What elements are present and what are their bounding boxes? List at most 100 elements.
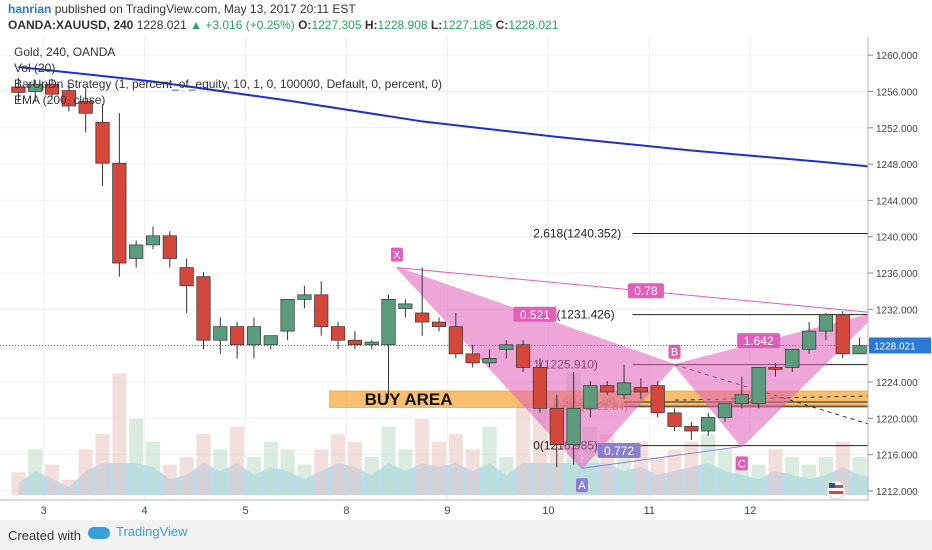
- candle-body[interactable]: [667, 412, 682, 427]
- volume-bar: [431, 441, 447, 495]
- pattern-ratio-label: 0.521: [520, 308, 550, 322]
- pattern-point-badge: [576, 478, 588, 493]
- volume-bar: [482, 426, 497, 495]
- candle-body[interactable]: [802, 330, 817, 350]
- candle-body[interactable]: [684, 426, 699, 432]
- tradingview-link[interactable]: TradingView: [88, 524, 188, 539]
- candle-body[interactable]: [78, 101, 93, 114]
- volume-bar: [398, 449, 413, 495]
- candle-body[interactable]: [213, 326, 228, 341]
- candle-body[interactable]: [583, 385, 598, 409]
- pattern-point-b[interactable]: B: [668, 344, 681, 359]
- candle-body[interactable]: [364, 341, 379, 346]
- high-value: 1228.908: [377, 18, 428, 32]
- high-label: H:: [364, 18, 378, 32]
- candle-body[interactable]: [95, 121, 110, 164]
- candle-body[interactable]: [499, 344, 514, 350]
- volume-bar: [162, 464, 177, 495]
- candle-body[interactable]: [734, 394, 749, 405]
- tradingview-cloud-icon: [88, 526, 110, 539]
- candle-body[interactable]: [196, 276, 211, 341]
- candle-body[interactable]: [112, 162, 127, 264]
- price-chart[interactable]: BUY AREA2.618(1240.352).618(1231.426)1(1…: [0, 36, 932, 520]
- candle-body[interactable]: [129, 244, 144, 259]
- candle-body[interactable]: [162, 235, 177, 259]
- candle-body[interactable]: [616, 382, 632, 396]
- candle-body[interactable]: [852, 345, 867, 355]
- candle-body[interactable]: [145, 235, 161, 246]
- pattern-point-x[interactable]: X: [390, 247, 403, 262]
- candle-body[interactable]: [717, 403, 733, 418]
- candle-body[interactable]: [549, 407, 564, 445]
- author-name[interactable]: hanrian: [8, 2, 52, 16]
- candle-body[interactable]: [516, 344, 531, 368]
- candle-body[interactable]: [768, 367, 783, 370]
- candle-body[interactable]: [347, 339, 362, 346]
- volume-bar: [415, 419, 430, 495]
- candle-body[interactable]: [246, 326, 262, 346]
- candle-body[interactable]: [566, 407, 581, 445]
- legend-strategy[interactable]: BarUpDn Strategy (1, percent_of_equity, …: [14, 77, 443, 91]
- us-flag-icon[interactable]: [826, 480, 846, 500]
- candle-body[interactable]: [818, 314, 834, 332]
- candle-body[interactable]: [230, 326, 245, 346]
- candle-body[interactable]: [381, 299, 396, 346]
- candle-body[interactable]: [633, 387, 648, 393]
- pattern-point-a[interactable]: A: [576, 478, 588, 493]
- candle-body[interactable]: [28, 83, 43, 92]
- pattern-ratio-badge: [627, 283, 664, 299]
- candle-body[interactable]: [600, 385, 615, 393]
- volume-bar: [297, 464, 312, 495]
- close-label: C:: [495, 18, 509, 32]
- pattern-point-label: C: [738, 458, 746, 470]
- candle-body[interactable]: [650, 385, 665, 414]
- pattern-ratio[interactable]: 1.642: [737, 333, 781, 349]
- legend-ema[interactable]: EMA (200, close): [14, 93, 106, 107]
- pattern-ratio[interactable]: 0.521: [513, 306, 557, 322]
- volume-bar: [684, 441, 699, 495]
- candle-body[interactable]: [448, 326, 463, 355]
- candle-body[interactable]: [297, 294, 312, 300]
- candle-body[interactable]: [415, 312, 430, 323]
- price-tick-label: 1248.000: [876, 160, 918, 171]
- volume-bar: [230, 426, 245, 495]
- low-label: L:: [430, 18, 443, 32]
- ema-line[interactable]: [18, 65, 911, 172]
- pattern-point-c[interactable]: C: [735, 456, 748, 471]
- candle-body[interactable]: [263, 335, 278, 346]
- candle-body[interactable]: [482, 358, 497, 364]
- legend-title[interactable]: Gold, 240, OANDA: [14, 45, 116, 59]
- candle-body[interactable]: [179, 267, 194, 287]
- candle-body[interactable]: [44, 83, 60, 95]
- flag-canton: [829, 483, 835, 488]
- candle-body[interactable]: [785, 348, 800, 368]
- tradingview-brand: TradingView: [116, 524, 188, 539]
- candle-body[interactable]: [751, 367, 766, 405]
- change-value: +3.016 (+0.25%): [205, 18, 295, 32]
- price-tick-label: 1212.000: [876, 487, 918, 498]
- candle-body[interactable]: [11, 86, 26, 93]
- pattern-ac-line: [581, 445, 742, 469]
- quote-line: OANDA:XAUUSD, 240 1228.021 ▲ +3.016 (+0.…: [8, 18, 558, 32]
- candle-body[interactable]: [835, 314, 850, 355]
- candle-body[interactable]: [280, 299, 295, 332]
- pattern-ratio[interactable]: 0.78: [627, 283, 664, 299]
- candle-body[interactable]: [314, 294, 329, 327]
- candle-body[interactable]: [532, 367, 548, 409]
- candle-body[interactable]: [61, 90, 76, 107]
- candle-body[interactable]: [465, 353, 480, 364]
- candle-body[interactable]: [431, 321, 447, 327]
- legend-volume[interactable]: Vol (20): [14, 61, 56, 75]
- price-tick-label: 1244.000: [876, 196, 918, 207]
- candle-body[interactable]: [701, 417, 716, 432]
- volume-bar: [785, 457, 800, 495]
- volume-bar: [616, 449, 632, 495]
- candle-body[interactable]: [330, 326, 346, 341]
- pattern-ratio-badge: [597, 442, 641, 458]
- pattern-ratio[interactable]: 0.772: [597, 442, 641, 458]
- candle-body[interactable]: [398, 303, 413, 309]
- flag-stripe: [829, 491, 843, 494]
- pattern-ratio-label: 0.772: [604, 444, 634, 458]
- chart-header: hanrian published on TradingView.com, Ma…: [0, 0, 932, 34]
- volume-bar: [802, 464, 817, 495]
